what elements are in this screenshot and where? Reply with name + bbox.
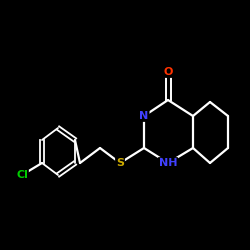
Text: Cl: Cl — [16, 170, 28, 180]
Text: N: N — [140, 111, 148, 121]
Text: O: O — [163, 67, 173, 77]
Text: S: S — [116, 158, 124, 168]
Text: NH: NH — [159, 158, 177, 168]
